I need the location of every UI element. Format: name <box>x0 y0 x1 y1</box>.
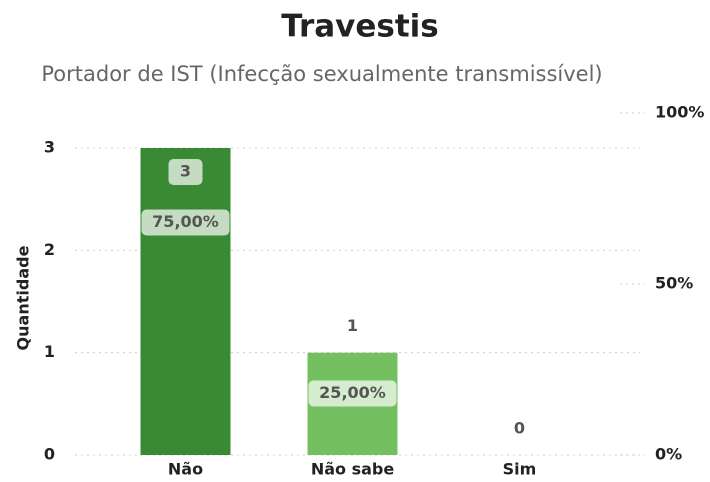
x-tick-label: Sim <box>503 460 537 479</box>
percent-label: 75,00% <box>152 212 219 231</box>
chart-title: Travestis <box>281 9 439 45</box>
y2-tick-label: 50% <box>655 274 693 293</box>
bar <box>140 148 231 455</box>
percent-label-bg <box>308 380 397 407</box>
y-axis-title: Quantidade <box>14 245 33 350</box>
y2-tick-label: 100% <box>655 103 704 122</box>
y-tick-label: 2 <box>44 240 55 259</box>
y2-tick-label: 0% <box>655 445 682 464</box>
count-label: 3 <box>180 162 191 181</box>
y-tick-label: 1 <box>44 342 55 361</box>
count-label: 1 <box>347 316 358 335</box>
count-label: 0 <box>514 419 525 438</box>
percent-label: 25,00% <box>319 383 386 402</box>
chart-subtitle: Portador de IST (Infecção sexualmente tr… <box>41 62 602 86</box>
percent-label-bg <box>141 209 230 236</box>
y-tick-label: 0 <box>44 445 55 464</box>
x-tick-label: Não sabe <box>311 460 395 479</box>
x-tick-label: Não <box>168 460 203 479</box>
y-tick-label: 3 <box>44 138 55 157</box>
count-label-bg <box>168 159 203 185</box>
